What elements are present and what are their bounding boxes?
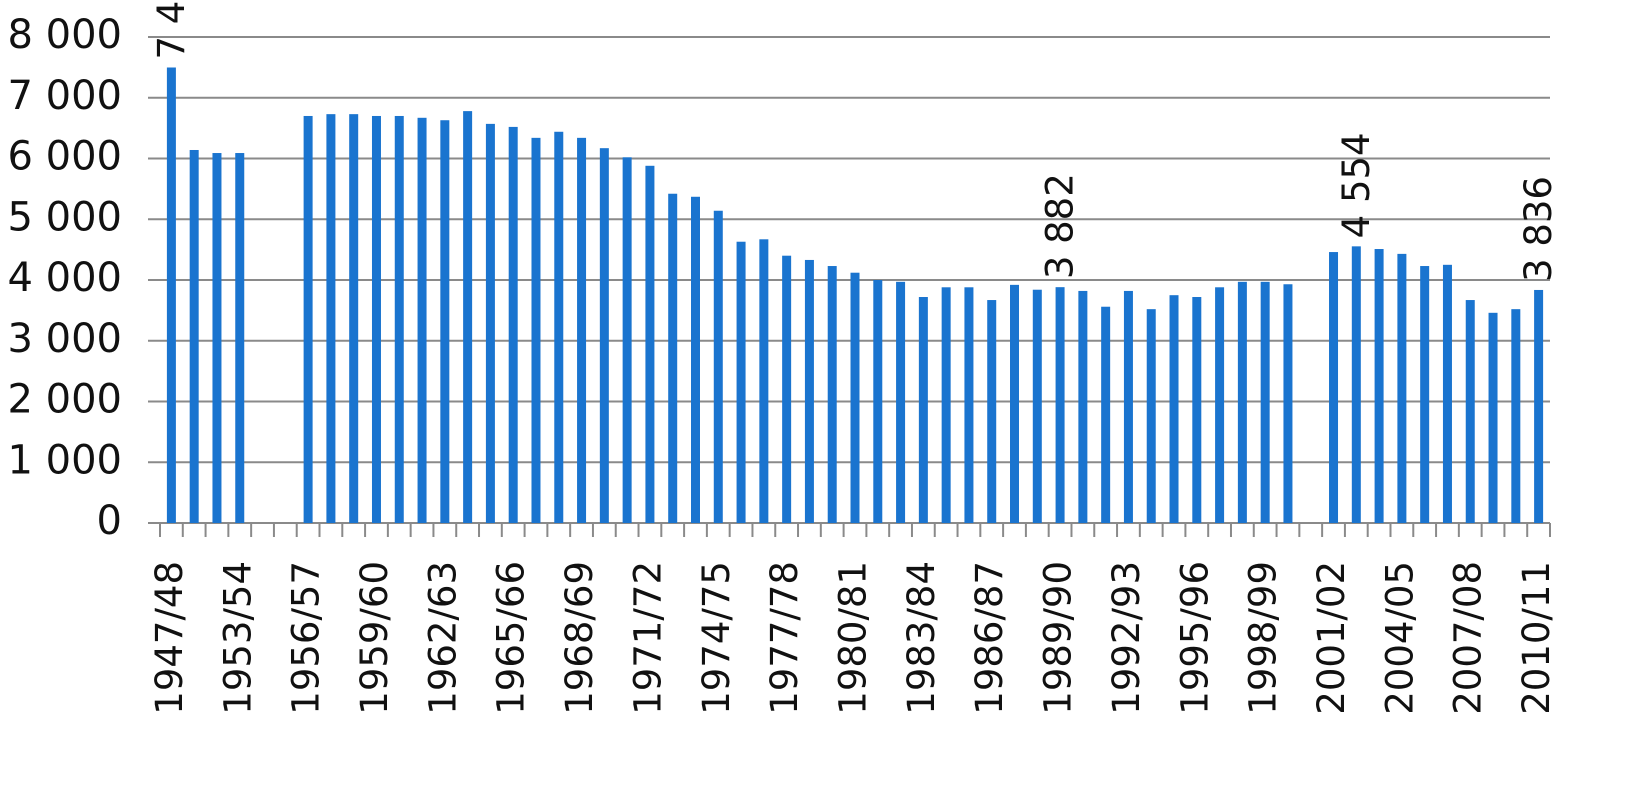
x-tick-label: 1989/90: [1037, 561, 1080, 715]
bar: [1010, 284, 1020, 523]
bar: [690, 196, 700, 523]
x-tick-label: 1977/78: [763, 561, 806, 715]
x-tick-label: 1974/75: [695, 561, 738, 715]
y-tick-label: 4 000: [7, 255, 122, 301]
bar: [645, 165, 655, 524]
bar: [1283, 284, 1293, 523]
bar: [1442, 264, 1452, 523]
bar: [394, 115, 404, 523]
bar: [371, 115, 381, 523]
bar: [1534, 289, 1544, 523]
bar: [736, 241, 746, 524]
bar: [1215, 287, 1225, 523]
bar: [1101, 306, 1111, 523]
x-tick-label: 1953/54: [216, 561, 259, 715]
bar: [1329, 252, 1339, 523]
bar: [1397, 253, 1407, 523]
value-label: 3 836: [1517, 176, 1560, 282]
bar: [668, 193, 678, 524]
bar: [1055, 287, 1065, 523]
bar: [1351, 246, 1361, 524]
bar: [1465, 300, 1475, 523]
x-tick-label: 1965/66: [490, 561, 533, 715]
y-tick-label: 8 000: [7, 12, 122, 58]
bar: [440, 120, 450, 523]
x-tick-label: 1971/72: [626, 561, 669, 715]
bar: [1374, 249, 1384, 523]
bar: [1237, 281, 1247, 523]
bar: [918, 297, 928, 523]
bar: [964, 287, 974, 523]
bar: [349, 114, 359, 523]
bar: [1123, 290, 1133, 523]
x-tick-label: 2004/05: [1378, 561, 1421, 715]
bar: [326, 114, 336, 523]
bar: [873, 280, 883, 523]
bar: [1488, 312, 1498, 523]
bar: [577, 137, 587, 523]
bar: [850, 272, 860, 523]
y-tick-label: 5 000: [7, 194, 122, 240]
x-tick-label: 1992/93: [1105, 561, 1148, 715]
x-tick-label: 1983/84: [900, 561, 943, 715]
bar: [531, 137, 541, 523]
bar: [896, 281, 906, 523]
bar: [1146, 309, 1156, 523]
y-tick-label: 2 000: [7, 377, 122, 423]
x-tick-label: 1968/69: [558, 561, 601, 715]
value-label: 3 882: [1039, 173, 1082, 279]
bar: [166, 67, 176, 524]
x-tick-label: 1995/96: [1173, 561, 1216, 715]
value-label: 4 554: [1335, 132, 1378, 238]
bar: [713, 210, 723, 523]
x-tick-label: 1980/81: [832, 561, 875, 715]
bar: [1511, 309, 1521, 523]
bar: [1032, 289, 1042, 523]
x-tick-label: 2001/02: [1310, 561, 1353, 715]
value-label: 7 498: [150, 0, 193, 59]
x-tick-label: 2010/11: [1515, 561, 1558, 715]
y-tick-label: 1 000: [7, 437, 122, 483]
bar: [599, 148, 609, 524]
x-tick-label: 1959/60: [353, 561, 396, 715]
bar: [417, 117, 427, 524]
bar: [987, 300, 997, 523]
bar: [941, 287, 951, 523]
x-tick-label: 1986/87: [968, 561, 1011, 715]
bar: [1078, 290, 1088, 523]
bar: [189, 149, 199, 523]
bar: [463, 111, 473, 524]
bar: [622, 157, 632, 523]
x-tick-label: 1956/57: [285, 561, 328, 715]
bar: [485, 123, 495, 523]
x-tick-label: 1998/99: [1242, 561, 1285, 715]
bar: [235, 153, 245, 523]
bar: [1260, 281, 1270, 523]
y-tick-label: 3 000: [7, 316, 122, 362]
y-tick-label: 7 000: [7, 73, 122, 119]
bar: [303, 115, 313, 523]
bar: [1169, 295, 1179, 523]
y-tick-label: 6 000: [7, 134, 122, 180]
bar: [827, 266, 837, 523]
y-tick-label: 0: [97, 498, 122, 544]
x-tick-label: 2007/08: [1447, 561, 1490, 715]
bar: [554, 131, 564, 523]
bar: [1420, 266, 1430, 523]
bar: [1192, 297, 1202, 523]
x-tick-label: 1962/63: [421, 561, 464, 715]
bar: [212, 153, 222, 523]
bar: [508, 126, 518, 523]
bar: [782, 255, 792, 523]
bar: [759, 239, 769, 524]
x-tick-label: 1947/48: [148, 561, 191, 715]
bar: [804, 259, 814, 523]
